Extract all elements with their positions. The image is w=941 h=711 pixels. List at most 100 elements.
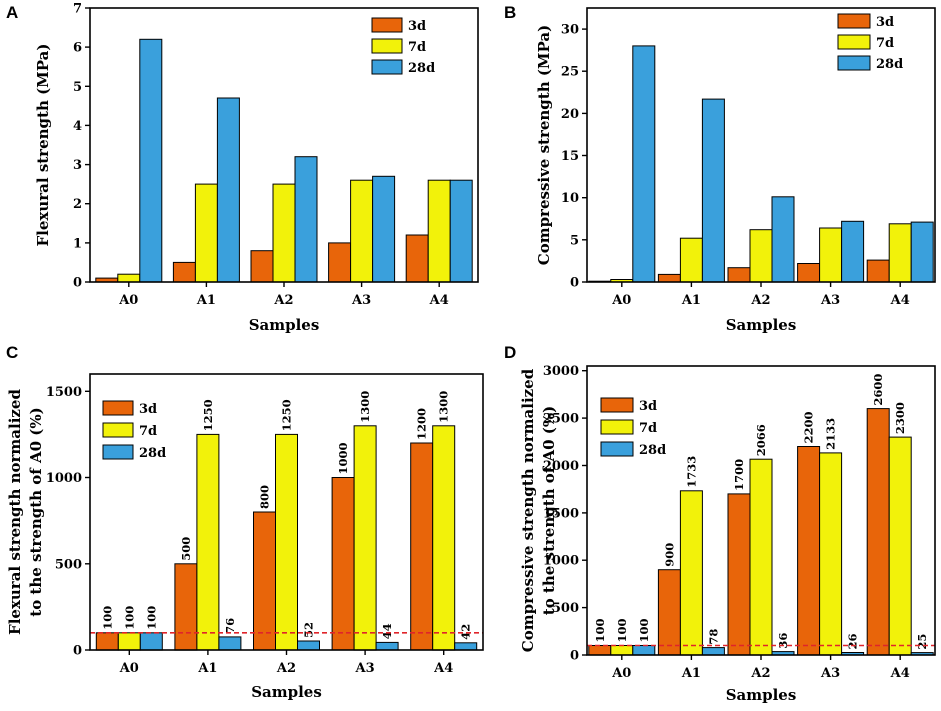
- legend-label-28d: 28d: [139, 446, 166, 461]
- x-axis-label: Samples: [726, 316, 797, 334]
- bar-28d-A2: [771, 196, 795, 283]
- y-axis-label: to the strength of A0 (%): [540, 406, 558, 615]
- data-label: 1300: [437, 391, 451, 423]
- panel-B: B 0 5 10 15 20 25 30 A0 A1 A2 A3 A4 Samples Compressiv…: [504, 3, 936, 334]
- bar-3d-A1: [174, 563, 198, 651]
- y-tick-label: 15: [561, 149, 579, 164]
- bar-7d-A1: [679, 490, 703, 656]
- y-tick-label: 3: [73, 158, 82, 173]
- legend-label-7d: 7d: [876, 36, 894, 51]
- y-axis-label: Compressive strength normalized: [519, 368, 537, 652]
- bar-28d-A4: [449, 179, 473, 283]
- legend-label-3d: 3d: [139, 402, 157, 417]
- y-tick-label: 0: [73, 644, 82, 659]
- data-label: 100: [122, 606, 136, 630]
- bar-7d-A2: [275, 433, 298, 651]
- data-label: 2066: [754, 424, 768, 456]
- data-label: 100: [100, 606, 114, 630]
- data-label: 78: [706, 629, 720, 645]
- bar-7d-A3: [350, 179, 374, 283]
- x-tick-label: A0: [611, 293, 631, 308]
- y-tick-label: 10: [561, 191, 579, 206]
- panel-D: D 100 900 1700 2200 2600 100 1733 2066 2133 2300 10…: [504, 343, 936, 704]
- legend-label-7d: 7d: [408, 40, 426, 55]
- y-tick-label: 6: [73, 41, 82, 56]
- bar-3d-A3: [797, 263, 821, 283]
- x-tick-label: A0: [611, 666, 631, 681]
- bar-7d-A3: [353, 425, 377, 651]
- y-tick-label: 5: [570, 233, 579, 248]
- bar-7d-A2: [749, 229, 773, 283]
- legend-swatch-28d: [371, 59, 403, 75]
- bar-28d-A4: [910, 221, 934, 283]
- bar-7d-A1: [679, 237, 703, 283]
- x-tick-label: A3: [820, 666, 840, 681]
- bar-3d-A0: [95, 632, 119, 651]
- x-tick-label: A1: [197, 661, 217, 676]
- data-label: 500: [179, 537, 193, 561]
- x-tick-label: A2: [276, 661, 296, 676]
- x-tick-label: A1: [681, 293, 701, 308]
- bar-3d-A2: [253, 511, 276, 651]
- legend-swatch-7d: [371, 38, 403, 54]
- y-tick-label: 1: [73, 236, 82, 251]
- legend-label-3d: 3d: [639, 399, 657, 414]
- y-tick-label: 2000: [543, 459, 579, 474]
- bar-7d-A4: [888, 223, 912, 283]
- y-tick-label: 0: [570, 276, 579, 291]
- y-tick-label: 5: [73, 80, 82, 95]
- legend-swatch-3d: [102, 400, 134, 416]
- legend-label-28d: 28d: [639, 443, 666, 458]
- data-label: 1200: [415, 408, 429, 440]
- x-tick-label: A4: [890, 666, 910, 681]
- bar-28d-A0: [139, 632, 163, 651]
- y-axis-label: Compressive strength (MPa): [535, 25, 553, 265]
- bar-3d-A4: [866, 408, 890, 656]
- data-label: 1000: [336, 442, 350, 474]
- bar-7d-A1: [196, 433, 220, 651]
- bar-3d-A2: [727, 267, 751, 283]
- y-tick-label: 7: [73, 2, 82, 17]
- bar-3d-A1: [657, 569, 681, 656]
- bar-3d-A4: [405, 234, 429, 283]
- data-label: 1700: [732, 459, 746, 491]
- y-tick-label: 500: [552, 601, 579, 616]
- bar-28d-A3: [372, 175, 396, 283]
- data-label: 1250: [201, 399, 215, 431]
- legend-label-28d: 28d: [408, 61, 435, 76]
- bar-28d-A1: [701, 98, 725, 283]
- x-tick-label: A0: [119, 661, 139, 676]
- y-axis-label: Flexural strength normalized: [6, 389, 24, 635]
- legend-swatch-7d: [102, 422, 134, 438]
- bar-3d-A4: [410, 442, 434, 651]
- data-label: 44: [380, 623, 394, 639]
- legend-swatch-7d: [837, 34, 871, 50]
- panel-letter: A: [6, 3, 18, 22]
- data-label: 100: [593, 618, 607, 642]
- y-tick-label: 4: [73, 119, 82, 134]
- y-tick-label: 1500: [46, 385, 82, 400]
- y-tick-label: 30: [561, 23, 579, 38]
- x-tick-label: A3: [820, 293, 840, 308]
- data-label: 100: [144, 606, 158, 630]
- bar-28d-A0: [139, 38, 163, 283]
- x-tick-label: A1: [681, 666, 701, 681]
- bar-3d-A4: [866, 259, 890, 283]
- legend-label-3d: 3d: [876, 15, 894, 30]
- data-label: 25: [915, 634, 929, 650]
- bar-28d-A2: [297, 640, 320, 651]
- panel-letter: D: [504, 343, 516, 362]
- x-tick-label: A4: [429, 293, 449, 308]
- legend-swatch-3d: [600, 397, 634, 413]
- bar-3d-A2: [727, 493, 751, 656]
- data-label: 52: [302, 622, 316, 638]
- bar-7d-A2: [272, 183, 296, 283]
- data-label: 2600: [871, 374, 885, 406]
- data-label: 2133: [824, 418, 838, 450]
- bar-28d-A0: [632, 45, 656, 283]
- bar-7d-A0: [117, 632, 141, 651]
- data-label: 76: [223, 618, 237, 634]
- bar-28d-A1: [216, 97, 240, 283]
